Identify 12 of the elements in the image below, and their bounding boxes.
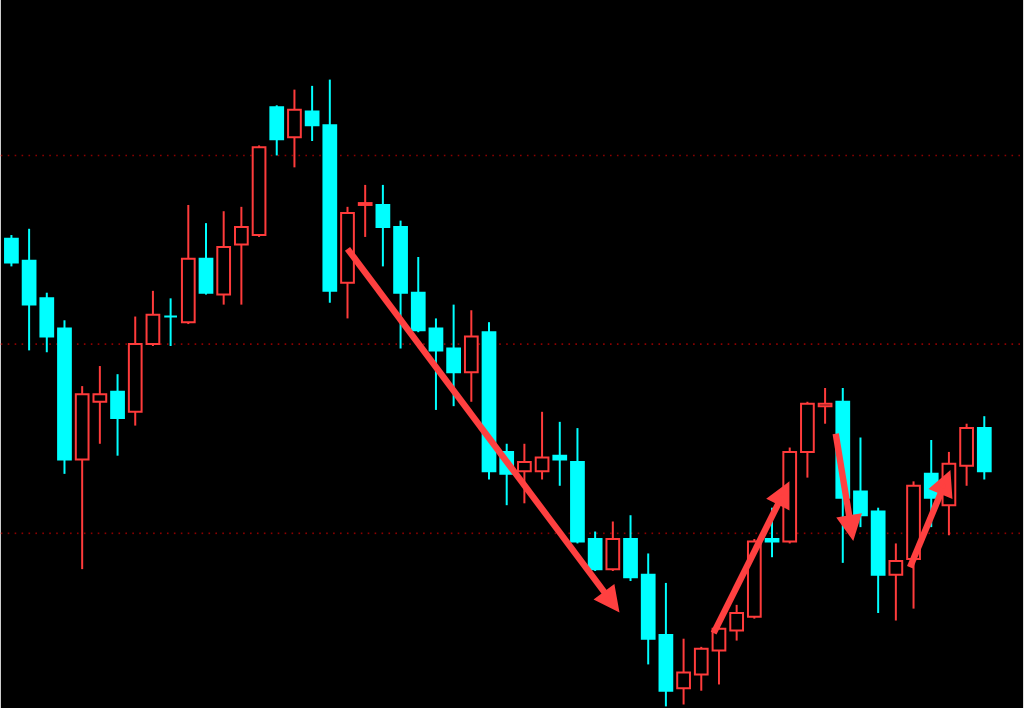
candlestick (110, 372, 125, 457)
candlestick (287, 88, 302, 168)
candlestick (198, 221, 214, 296)
candlestick (888, 542, 904, 622)
candlestick (605, 520, 621, 572)
candlestick (976, 414, 992, 481)
candlestick (357, 183, 373, 238)
candlestick (216, 209, 232, 306)
candlestick (269, 103, 285, 157)
candlestick (163, 296, 178, 347)
candlestick (552, 420, 568, 487)
candlestick (463, 308, 479, 403)
